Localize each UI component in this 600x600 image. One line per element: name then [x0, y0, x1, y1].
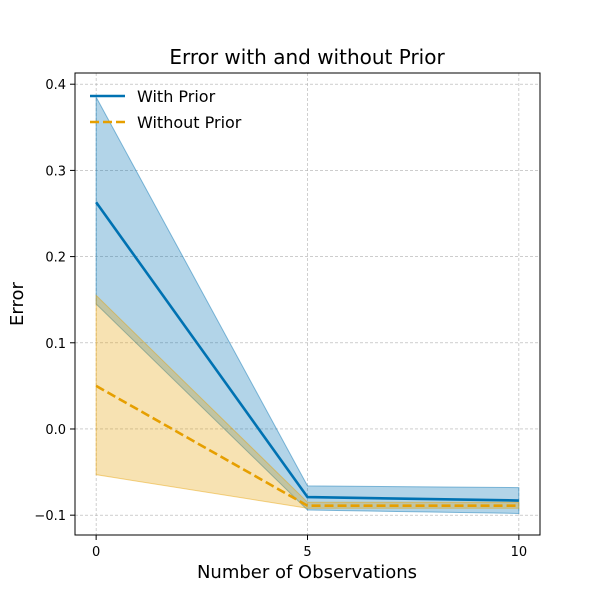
band-series-0 — [95, 96, 520, 514]
y-tick-label-4: 0.3 — [45, 164, 66, 179]
y-tick-label-2: 0.1 — [45, 337, 66, 352]
y-tick-label-3: 0.2 — [45, 251, 66, 266]
x-tick-label-2: 10 — [511, 545, 528, 560]
x-tick-label-0: 0 — [92, 545, 100, 560]
x-axis-label: Number of Observations — [197, 562, 417, 583]
y-tick-label-0: −0.1 — [34, 509, 66, 524]
axis-ticks: 0 5 10 −0.1 0.0 0.1 0.2 0.3 0.4 — [34, 78, 527, 560]
confidence-bands — [95, 96, 520, 514]
legend: With Prior Without Prior — [90, 87, 242, 132]
legend-label-1: Without Prior — [137, 113, 242, 132]
x-tick-label-1: 5 — [303, 545, 311, 560]
y-tick-label-5: 0.4 — [45, 78, 66, 93]
chart-title: Error with and without Prior — [169, 45, 445, 69]
y-axis-label: Error — [7, 281, 28, 325]
band-series-1 — [95, 294, 520, 509]
y-tick-label-1: 0.0 — [45, 423, 66, 438]
legend-label-0: With Prior — [137, 87, 216, 106]
line-series-0 — [95, 201, 519, 502]
line-series-1 — [95, 384, 519, 507]
series-lines — [95, 201, 519, 507]
grid — [75, 73, 540, 535]
